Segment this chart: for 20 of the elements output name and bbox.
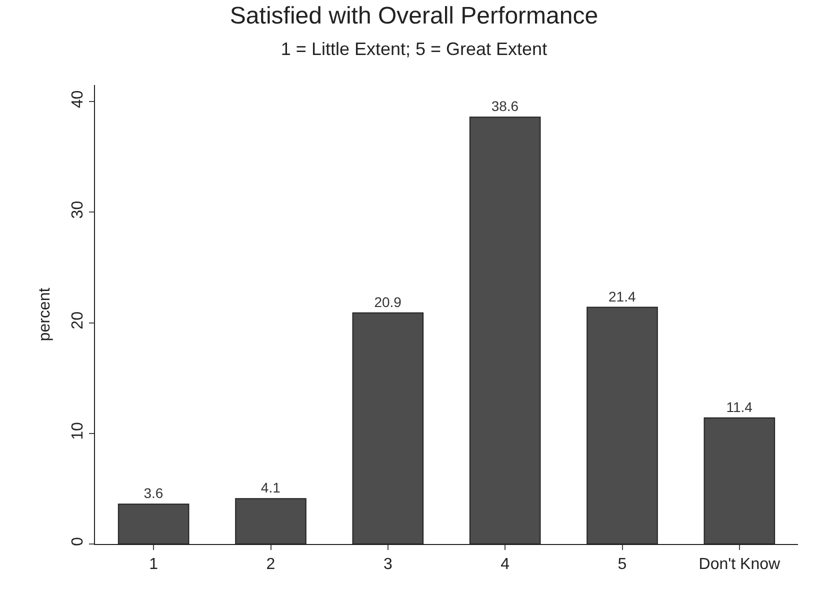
chart-title: Satisfied with Overall Performance <box>230 2 598 30</box>
x-tick-label: 5 <box>618 556 627 574</box>
x-tick-label: 3 <box>383 556 392 574</box>
x-tick-label: 4 <box>500 556 510 574</box>
y-tick-label: 30 <box>70 200 87 219</box>
data-label: 4.1 <box>260 480 281 496</box>
data-label: 20.9 <box>374 294 402 310</box>
x-tick-label: 1 <box>149 556 158 574</box>
y-tick-label: 20 <box>70 311 87 330</box>
data-label: 3.6 <box>144 485 164 502</box>
data-label: 11.4 <box>726 398 753 415</box>
y-axis-title: percent <box>36 287 54 342</box>
chart-subtitle: 1 = Little Extent; 5 = Great Extent <box>280 38 548 59</box>
data-label: 38.6 <box>491 98 519 114</box>
data-label: 21.4 <box>608 288 636 304</box>
y-tick-label: 10 <box>70 422 87 440</box>
x-tick-label: 2 <box>266 556 276 574</box>
y-tick-label: 0 <box>70 537 87 546</box>
x-tick-label: Don't Know <box>698 556 781 574</box>
y-tick-label: 40 <box>70 90 87 108</box>
